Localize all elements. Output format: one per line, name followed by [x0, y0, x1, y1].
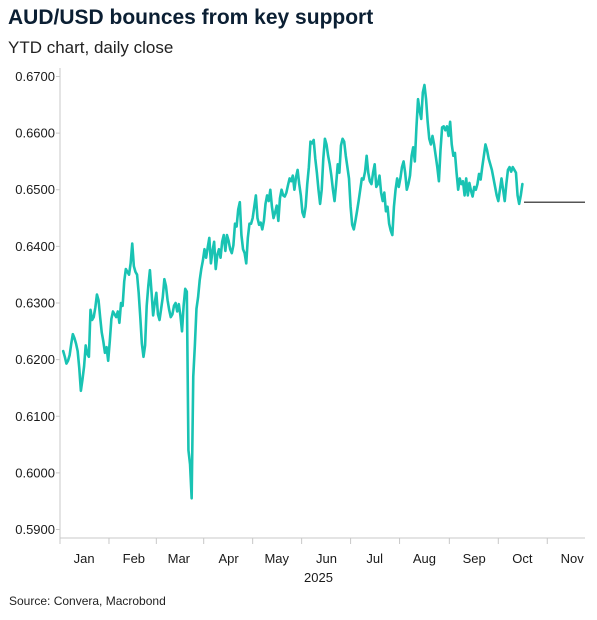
source-note: Source: Convera, Macrobond	[9, 594, 166, 608]
plot-area	[61, 83, 585, 500]
x-tick-label: Sep	[463, 551, 486, 566]
y-tick-label: 0.6200	[15, 352, 55, 367]
x-tick-label: Jan	[74, 551, 95, 566]
series-line-audusd	[61, 83, 524, 500]
chart-title: AUD/USD bounces from key support	[8, 6, 374, 29]
y-tick-label: 0.6100	[15, 409, 55, 424]
chart-subtitle: YTD chart, daily close	[8, 38, 174, 57]
x-tick-label: Mar	[168, 551, 191, 566]
x-tick-label: Jul	[366, 551, 383, 566]
x-tick-label: Oct	[512, 551, 533, 566]
y-tick-label: 0.6500	[15, 182, 55, 197]
y-tick-label: 0.6400	[15, 239, 55, 254]
chart-ticks: 0.5900 0.6000 0.6100 0.6200 0.6300 0.6400 0.65…	[15, 69, 584, 585]
y-tick-label: 0.6300	[15, 296, 55, 311]
x-tick-label: Aug	[413, 551, 436, 566]
y-tick-label: 0.6700	[15, 69, 55, 84]
x-tick-label: May	[264, 551, 289, 566]
x-year-label: 2025	[304, 570, 333, 585]
x-tick-label: Apr	[218, 551, 239, 566]
y-tick-label: 0.5900	[15, 522, 55, 537]
y-tick-label: 0.6000	[15, 465, 55, 480]
x-tick-label: Feb	[123, 551, 145, 566]
y-tick-label: 0.6600	[15, 126, 55, 141]
x-tick-label: Jun	[316, 551, 337, 566]
x-tick-label: Nov	[561, 551, 585, 566]
